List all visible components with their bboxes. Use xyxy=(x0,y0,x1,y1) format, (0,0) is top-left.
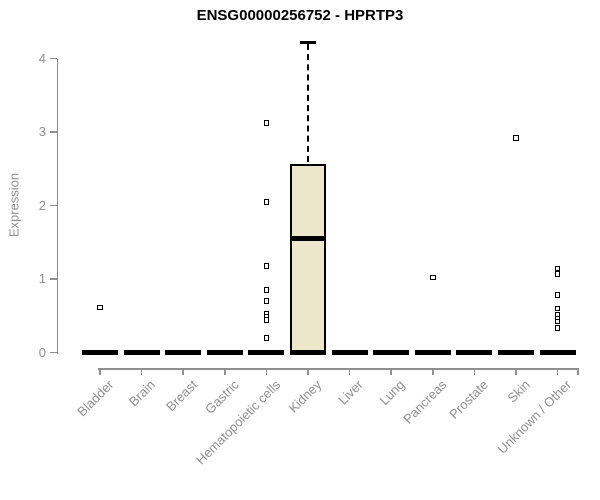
outlier-point xyxy=(263,263,270,269)
x-tick xyxy=(140,368,143,375)
collapsed-box-bar xyxy=(414,350,451,355)
x-tick xyxy=(390,368,392,375)
outlier-point xyxy=(554,265,561,272)
outlier-point xyxy=(430,274,436,281)
collapsed-box-bar xyxy=(248,350,285,355)
y-tick xyxy=(50,204,57,207)
outlier-point xyxy=(263,317,270,323)
outlier-point xyxy=(554,271,561,277)
x-category-label: Liver xyxy=(335,377,367,408)
collapsed-box-bar xyxy=(456,350,493,355)
outlier-point xyxy=(97,304,103,311)
collapsed-box-bar xyxy=(206,350,243,355)
x-category-label: Prostate xyxy=(446,377,492,422)
collapsed-box-bar xyxy=(373,350,410,355)
x-tick xyxy=(224,368,226,375)
y-tick-label: 2 xyxy=(38,197,46,213)
outlier-point xyxy=(263,335,270,341)
x-tick xyxy=(432,368,434,375)
x-category-label: Lung xyxy=(376,377,408,409)
whisker-cap xyxy=(300,40,316,44)
x-tick xyxy=(348,368,351,375)
y-axis-line xyxy=(56,58,58,354)
outlier-point xyxy=(554,305,561,312)
y-tick xyxy=(50,131,57,133)
x-tick xyxy=(99,368,101,375)
x-tick xyxy=(473,368,476,375)
outlier-point xyxy=(263,287,270,293)
outlier-point xyxy=(263,199,270,205)
x-category-label: Brain xyxy=(126,377,159,410)
x-tick xyxy=(515,368,517,375)
x-tick xyxy=(556,368,559,375)
outlier-point xyxy=(554,318,561,325)
chart-title: ENSG00000256752 - HPRTP3 xyxy=(196,7,404,24)
collapsed-box-bar xyxy=(331,350,368,355)
collapsed-box-bar xyxy=(498,350,534,355)
y-tick-label: 4 xyxy=(38,50,46,66)
outlier-point xyxy=(554,292,561,298)
y-tick-label: 3 xyxy=(38,124,46,139)
collapsed-box-bar xyxy=(82,350,118,355)
collapsed-box-bar xyxy=(123,350,160,355)
x-axis-end-tick xyxy=(577,368,579,375)
box-bottom-edge xyxy=(290,350,326,355)
x-category-label: Kidney xyxy=(285,377,325,416)
y-tick xyxy=(50,351,57,354)
collapsed-box-bar xyxy=(165,350,202,355)
x-category-label: Gastric xyxy=(201,377,242,417)
x-category-label: Pancreas xyxy=(399,377,450,427)
outlier-point xyxy=(263,298,270,304)
median-line xyxy=(290,236,326,242)
x-axis-line xyxy=(98,368,578,370)
y-tick xyxy=(50,278,57,280)
x-tick xyxy=(307,368,309,375)
x-tick xyxy=(265,368,268,375)
box xyxy=(290,163,326,353)
y-tick xyxy=(50,57,57,60)
outlier-point xyxy=(513,135,519,141)
x-tick xyxy=(182,368,184,375)
collapsed-box-bar xyxy=(539,350,576,355)
y-tick-label: 0 xyxy=(38,344,46,360)
x-category-label: Breast xyxy=(162,377,200,415)
y-tick-label: 1 xyxy=(38,271,46,286)
x-category-label: Unknown / Other xyxy=(494,377,575,457)
outlier-point xyxy=(263,120,270,126)
whisker-line xyxy=(306,44,309,162)
x-category-label: Skin xyxy=(504,377,533,406)
outlier-point xyxy=(554,325,561,331)
x-category-label: Bladder xyxy=(74,377,117,420)
